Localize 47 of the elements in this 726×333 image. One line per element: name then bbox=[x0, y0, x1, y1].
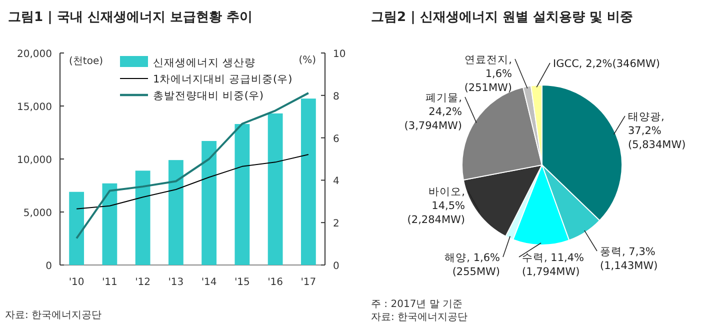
slice-label: 바이오, 14,5% (2,284MW) bbox=[407, 186, 466, 226]
y-tick-label: 20,000 bbox=[17, 49, 52, 60]
legend-label: 1차에너지대비 공급비중(우) bbox=[153, 74, 292, 86]
bar bbox=[300, 98, 316, 265]
slice-label: 풍력, 7,3% (1,143MW) bbox=[600, 246, 658, 272]
bar bbox=[135, 170, 150, 265]
slice-label: IGCC, 2,2%(346MW) bbox=[553, 58, 660, 70]
y2-tick-label: 10 bbox=[333, 49, 346, 60]
y2-tick-label: 4 bbox=[333, 176, 340, 188]
y-tick-label: 5,000 bbox=[23, 208, 52, 219]
bar bbox=[234, 124, 250, 265]
y-tick-label: 15,000 bbox=[17, 102, 52, 113]
y2-tick-label: 6 bbox=[333, 134, 340, 145]
chart-title: 그림2 | 신재생에너지 원별 설치용량 및 비중 bbox=[371, 10, 633, 25]
y2-axis-title: (%) bbox=[298, 55, 316, 66]
text: 주 : 2017년 말 기준 bbox=[371, 299, 463, 310]
y2-tick-label: 8 bbox=[333, 91, 340, 102]
x-tick-label: '13 bbox=[168, 277, 184, 288]
slice-label: 태양광, 37,2% (5,834MW) bbox=[628, 111, 686, 151]
x-tick-label: '14 bbox=[201, 277, 217, 288]
bar bbox=[168, 160, 184, 265]
x-tick-label: '10 bbox=[68, 277, 84, 288]
text: 자료: 한국에너지공단 bbox=[371, 312, 468, 323]
y-tick-label: 0 bbox=[46, 261, 52, 272]
chart-title: 그림1 | 국내 신재생에너지 보급현황 추이 bbox=[8, 10, 252, 25]
bar bbox=[268, 113, 283, 265]
slice-label: 해양, 1,6% (255MW) bbox=[444, 252, 500, 278]
bar bbox=[202, 140, 217, 265]
x-tick-label: '16 bbox=[268, 277, 284, 288]
text: 자료: 한국에너지공단 bbox=[5, 310, 102, 321]
slice-label: 수력, 11,4% (1,794MW) bbox=[522, 252, 584, 278]
line-series bbox=[76, 154, 309, 210]
legend-label: 총발전량대비 비중(우) bbox=[153, 90, 264, 102]
y-axis-title: (천toe) bbox=[69, 56, 104, 67]
x-tick-label: '15 bbox=[234, 277, 250, 288]
bar bbox=[102, 183, 118, 265]
x-tick-label: '12 bbox=[135, 277, 151, 288]
legend-label: 신재생에너지 생산량 bbox=[153, 57, 256, 69]
slice-label: 폐기물, 24,2% (3,794MW) bbox=[404, 92, 462, 132]
y-tick-label: 10,000 bbox=[17, 155, 52, 166]
slice-label: 연료전지, 1,6% (251MW) bbox=[464, 54, 512, 94]
y2-tick-label: 0 bbox=[333, 261, 340, 272]
x-tick-label: '17 bbox=[300, 277, 316, 288]
x-tick-label: '11 bbox=[102, 277, 118, 288]
bar bbox=[69, 192, 84, 265]
y2-tick-label: 2 bbox=[333, 218, 340, 230]
line-series bbox=[76, 92, 310, 240]
